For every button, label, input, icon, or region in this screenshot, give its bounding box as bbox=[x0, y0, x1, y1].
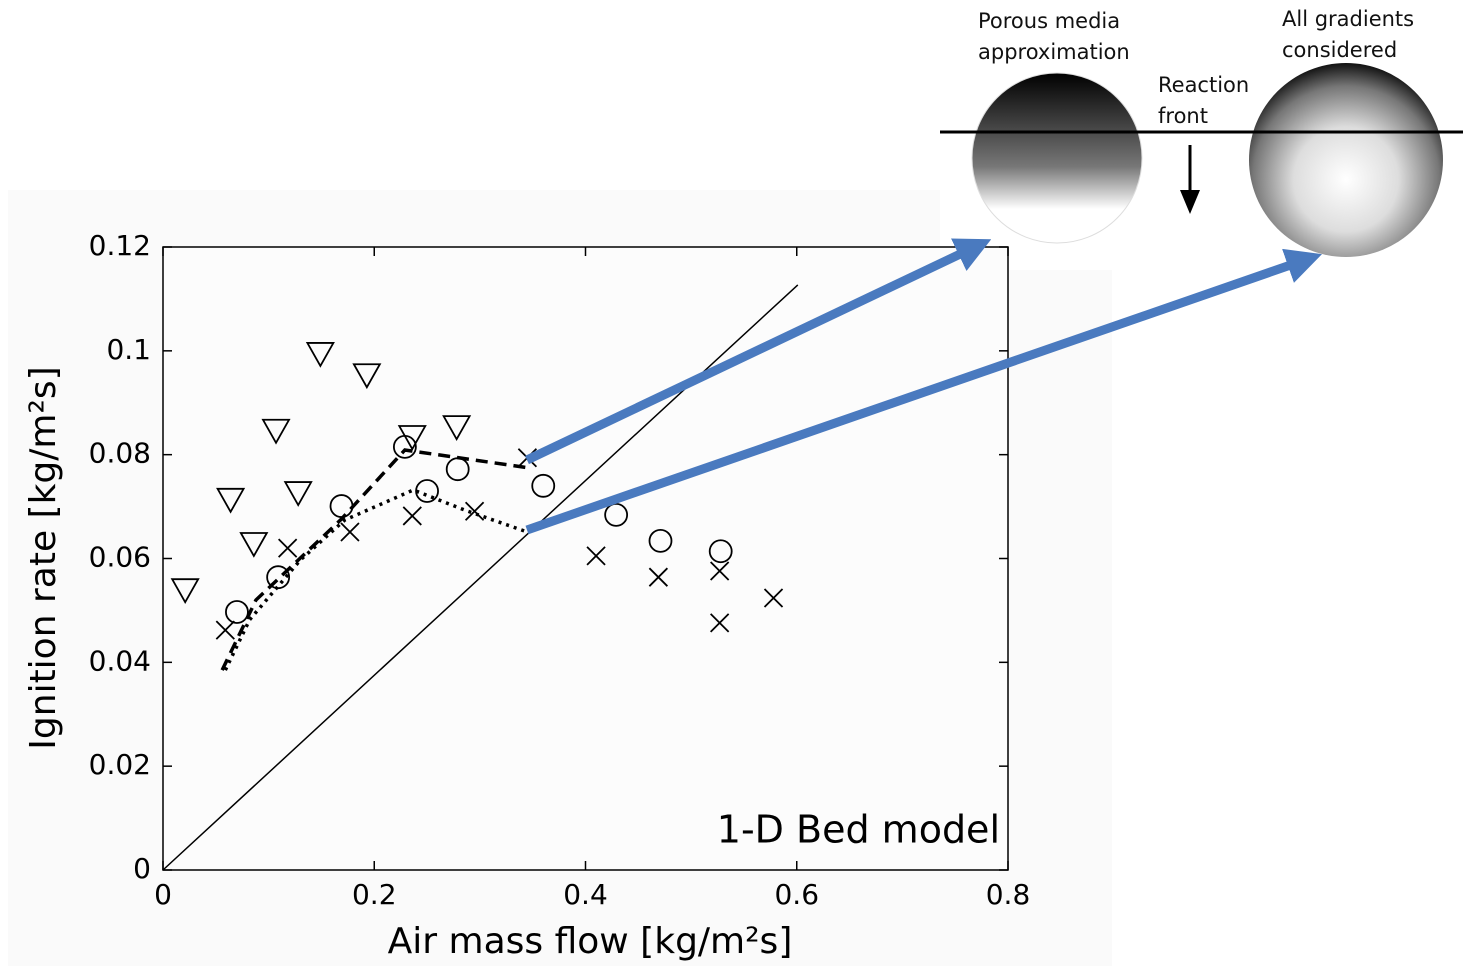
cross-marker bbox=[648, 567, 669, 587]
left-sphere-label: Porous media approximation bbox=[978, 9, 1130, 64]
circle-marker bbox=[225, 600, 249, 624]
x-tick-label: 0 bbox=[154, 878, 172, 911]
y-tick-label: 0.02 bbox=[89, 748, 151, 781]
triangle-marker bbox=[216, 487, 246, 514]
x-axis-label: Air mass flow [kg/m²s] bbox=[388, 921, 793, 962]
circle-marker bbox=[708, 539, 733, 564]
triangle-marker bbox=[239, 532, 269, 558]
porous-sphere bbox=[971, 72, 1143, 244]
circle-marker bbox=[415, 479, 439, 503]
circle-marker bbox=[392, 434, 417, 459]
y-tick-label: 0.04 bbox=[89, 644, 151, 677]
triangle-marker bbox=[261, 418, 291, 445]
x-tick-label: 0.4 bbox=[563, 878, 608, 911]
dashed-line bbox=[220, 448, 528, 671]
cross-marker bbox=[402, 506, 422, 526]
front-arrow-head bbox=[1180, 190, 1200, 214]
cross-marker bbox=[215, 620, 235, 640]
y-tick-label: 0.06 bbox=[89, 541, 151, 574]
y-tick-label: 0.12 bbox=[89, 229, 151, 262]
triangle-marker bbox=[305, 342, 335, 368]
cross-marker bbox=[340, 522, 360, 542]
reaction-front-label: Reaction front bbox=[1158, 73, 1250, 128]
x-tick-label: 0.8 bbox=[986, 878, 1031, 911]
dotted-line bbox=[223, 488, 528, 671]
cross-marker bbox=[278, 538, 298, 558]
circle-marker bbox=[604, 502, 629, 527]
triangle-marker bbox=[397, 425, 427, 451]
circle-marker bbox=[531, 473, 556, 498]
triangle-marker bbox=[442, 415, 472, 441]
y-tick-label: 0.1 bbox=[106, 333, 151, 366]
triangle-marker bbox=[170, 578, 200, 604]
y-tick-label: 0 bbox=[133, 852, 151, 885]
right-sphere-label: All gradients considered bbox=[1282, 7, 1415, 62]
cross-marker bbox=[586, 546, 606, 566]
pointer-arrow bbox=[525, 238, 992, 465]
plot: 0 0.2 0.4 0.6 0.8 0 0.02 0.04 0.06 0.08 0.1 0.12 bbox=[89, 229, 1031, 911]
triangle-marker bbox=[352, 363, 382, 390]
x-tick-label: 0.2 bbox=[352, 878, 397, 911]
cross-marker bbox=[464, 501, 485, 521]
x-tick-label: 0.6 bbox=[774, 878, 819, 911]
cross-marker bbox=[710, 561, 730, 581]
gradient-sphere bbox=[1249, 63, 1443, 257]
y-tick-label: 0.08 bbox=[89, 437, 151, 470]
plot-frame bbox=[162, 246, 1009, 871]
triangle-marker bbox=[283, 481, 313, 507]
pointer-arrow bbox=[525, 248, 1323, 535]
cross-marker bbox=[763, 588, 784, 608]
circle-marker bbox=[648, 528, 673, 553]
annotation: 1-D Bed model bbox=[717, 808, 1000, 852]
y-axis-label: Ignition rate [kg/m²s] bbox=[23, 366, 64, 749]
cross-marker bbox=[710, 613, 730, 633]
